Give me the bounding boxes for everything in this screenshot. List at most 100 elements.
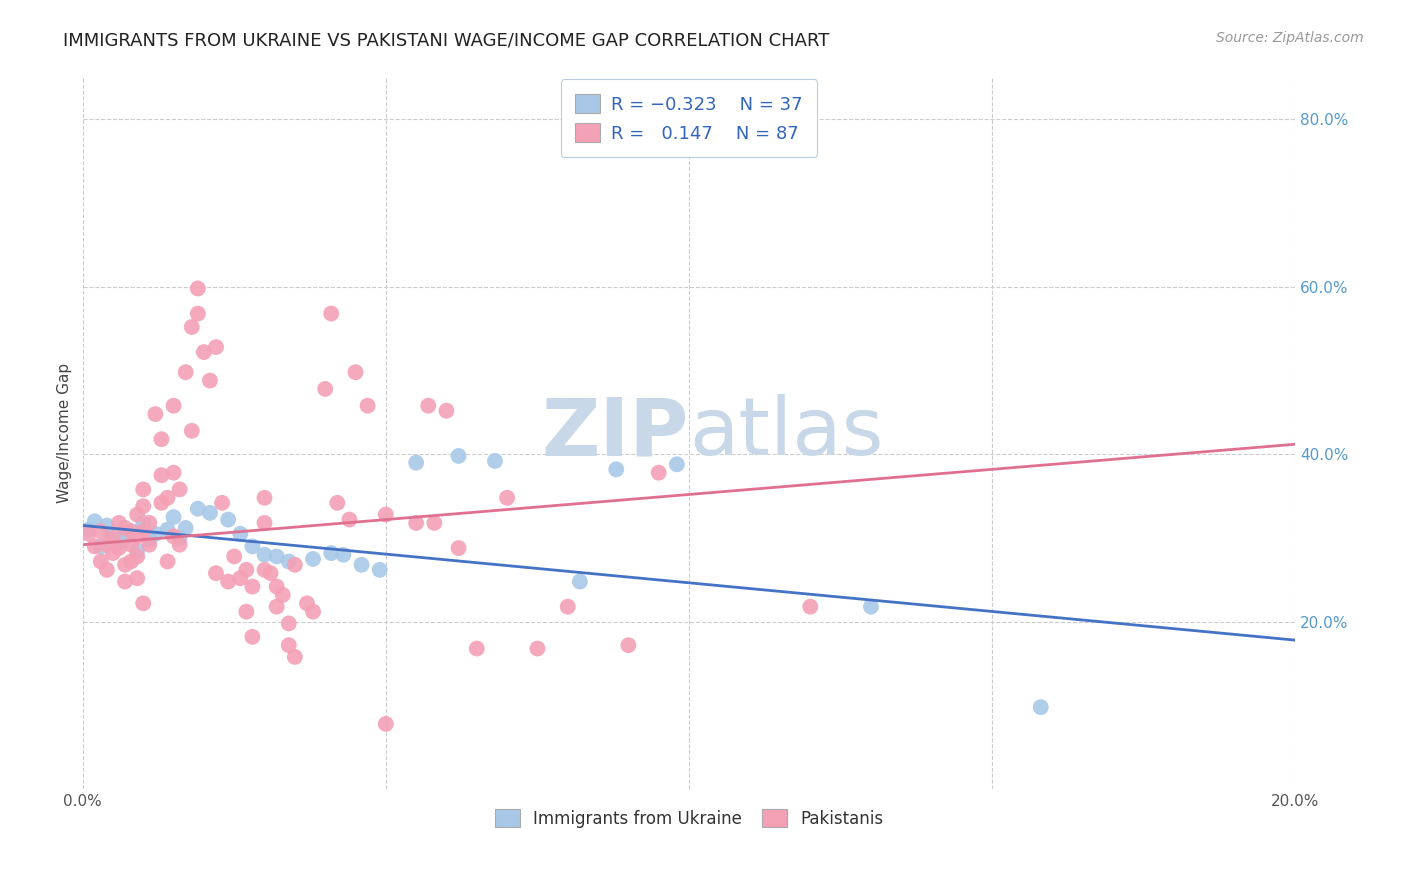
Text: Source: ZipAtlas.com: Source: ZipAtlas.com <box>1216 31 1364 45</box>
Point <box>266 549 288 564</box>
Point <box>242 630 264 644</box>
Point <box>90 540 112 554</box>
Point <box>266 580 288 594</box>
Point <box>145 526 167 541</box>
Point <box>418 399 440 413</box>
Point <box>339 512 361 526</box>
Point <box>162 466 184 480</box>
Point <box>108 535 131 549</box>
Point <box>150 432 173 446</box>
Point <box>859 599 882 614</box>
Point <box>127 549 149 564</box>
Point <box>114 558 136 572</box>
Point <box>96 518 118 533</box>
Point <box>174 365 197 379</box>
Point <box>101 526 124 541</box>
Point <box>96 563 118 577</box>
Point <box>605 462 627 476</box>
Point <box>253 563 276 577</box>
Point <box>253 491 276 505</box>
Point <box>277 638 299 652</box>
Point <box>229 571 252 585</box>
Point <box>138 538 160 552</box>
Point <box>127 529 149 543</box>
Point <box>224 549 246 564</box>
Point <box>90 554 112 568</box>
Point <box>187 281 209 295</box>
Point <box>132 596 155 610</box>
Point <box>198 374 221 388</box>
Point <box>217 574 239 589</box>
Point <box>242 580 264 594</box>
Point <box>150 496 173 510</box>
Point <box>198 506 221 520</box>
Point <box>187 307 209 321</box>
Point <box>321 546 343 560</box>
Point <box>120 554 142 568</box>
Point <box>496 491 519 505</box>
Y-axis label: Wage/Income Gap: Wage/Income Gap <box>58 363 72 503</box>
Point <box>180 424 202 438</box>
Point <box>557 599 579 614</box>
Point <box>83 514 105 528</box>
Point <box>484 454 506 468</box>
Point <box>526 641 548 656</box>
Point <box>127 543 149 558</box>
Point <box>447 541 470 555</box>
Point <box>193 345 215 359</box>
Point <box>162 510 184 524</box>
Point <box>259 566 281 581</box>
Point <box>295 596 318 610</box>
Point <box>162 529 184 543</box>
Point <box>266 599 288 614</box>
Point <box>96 538 118 552</box>
Point <box>374 717 396 731</box>
Legend: Immigrants from Ukraine, Pakistanis: Immigrants from Ukraine, Pakistanis <box>488 802 890 834</box>
Point <box>138 516 160 530</box>
Point <box>120 538 142 552</box>
Point <box>235 563 257 577</box>
Point <box>138 533 160 547</box>
Point <box>253 516 276 530</box>
Point <box>1029 700 1052 714</box>
Point <box>617 638 640 652</box>
Point <box>132 516 155 530</box>
Point <box>374 508 396 522</box>
Point <box>211 496 233 510</box>
Point <box>180 320 202 334</box>
Point <box>205 566 228 581</box>
Point <box>162 399 184 413</box>
Point <box>114 574 136 589</box>
Point <box>156 523 179 537</box>
Point <box>169 483 191 497</box>
Point <box>799 599 821 614</box>
Point <box>217 512 239 526</box>
Point <box>120 524 142 539</box>
Point <box>277 616 299 631</box>
Point <box>169 531 191 545</box>
Point <box>101 531 124 545</box>
Point <box>271 588 294 602</box>
Point <box>114 521 136 535</box>
Point <box>145 407 167 421</box>
Point <box>108 516 131 530</box>
Point <box>447 449 470 463</box>
Point <box>156 554 179 568</box>
Point <box>83 540 105 554</box>
Point <box>423 516 446 530</box>
Point <box>368 563 391 577</box>
Point <box>465 641 488 656</box>
Text: ZIP: ZIP <box>541 394 689 473</box>
Point <box>242 540 264 554</box>
Point <box>405 456 427 470</box>
Point <box>284 649 307 664</box>
Point <box>277 554 299 568</box>
Point <box>356 399 378 413</box>
Point <box>132 499 155 513</box>
Point <box>127 508 149 522</box>
Point <box>150 468 173 483</box>
Point <box>77 523 100 537</box>
Point <box>350 558 373 572</box>
Point <box>101 546 124 560</box>
Point <box>235 605 257 619</box>
